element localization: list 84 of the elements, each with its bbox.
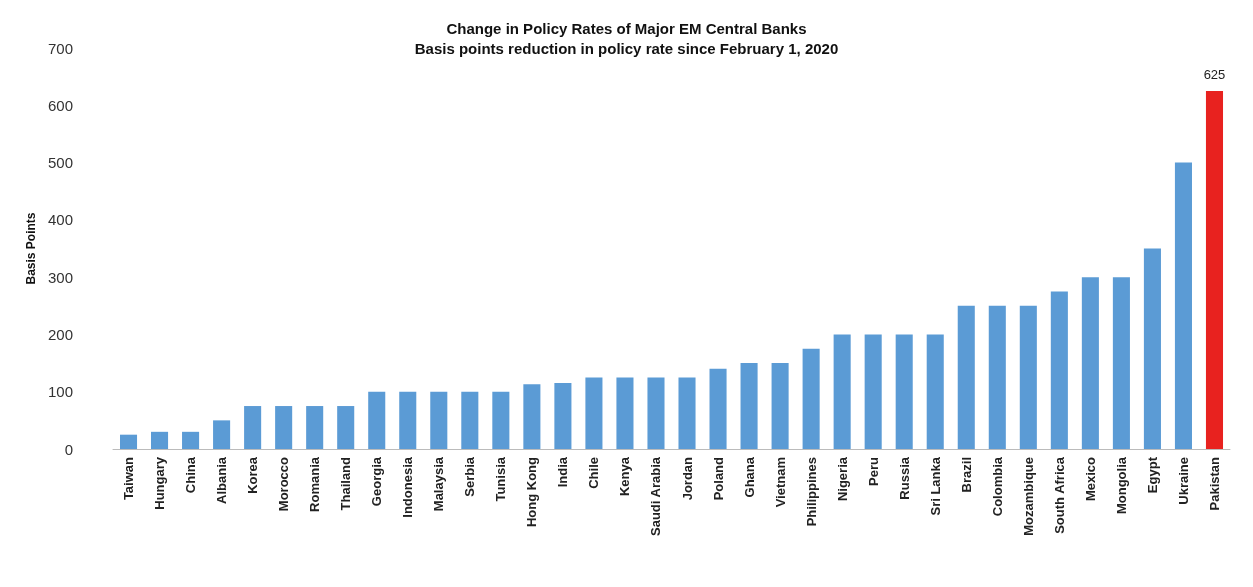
bar [1205,90,1224,449]
bar [523,384,541,449]
y-tick-label: 700 [47,39,73,57]
y-tick-label: 600 [47,96,73,114]
bar [771,363,789,449]
data-label: 625 [1203,66,1226,82]
y-tick-label: 500 [47,154,73,172]
bar [430,391,448,449]
x-tick-label: Morocco [276,456,292,512]
bar [864,334,882,449]
bar [461,391,479,449]
x-tick-label: Mozambique [1020,457,1036,536]
bar [926,334,944,449]
bar [1174,162,1192,449]
x-tick-label: Peru [865,456,881,486]
y-tick-label: 200 [47,325,73,343]
bar [1143,248,1161,449]
x-tick-label: Vietnam [772,457,788,508]
bar [213,420,231,449]
x-tick-label: Kenya [617,456,633,497]
x-tick-label: Tunisia [493,456,509,502]
bar [492,391,510,449]
bar [244,406,262,449]
y-tick-label: 400 [47,211,73,229]
x-tick-label: Saudi Arabia [648,456,664,536]
x-tick-label: Egypt [1144,456,1160,494]
x-tick-label: China [183,456,199,494]
bar [182,431,200,449]
y-tick-label: 0 [64,440,73,458]
bar [1050,291,1068,449]
bar [988,305,1006,449]
x-tick-label: Malaysia [431,456,447,512]
x-tick-label: Ghana [741,456,757,498]
x-tick-label: Serbia [462,456,478,497]
x-tick-label: Nigeria [834,456,850,502]
chart-title: Change in Policy Rates of Major EM Central Banks [446,20,807,37]
x-tick-label: Romania [307,456,323,512]
chart-subtitle: Basis points reduction in policy rate since February 1, 2020 [414,40,839,57]
bar [833,334,851,449]
bar [802,348,820,449]
bar [399,391,417,449]
bar [119,434,138,449]
bar [895,334,913,449]
x-tick-label: Korea [245,456,261,494]
bar [647,377,665,449]
x-tick-label: Mongolia [1113,456,1129,515]
x-tick-label: Sri Lanka [927,456,943,516]
x-tick-label: Hong Kong [524,456,540,528]
x-tick-label: Chile [586,457,602,489]
x-tick-label: Russia [896,456,912,500]
x-tick-label: India [555,456,571,488]
bar [337,406,355,449]
y-tick-label: 100 [47,383,73,401]
x-tick-label: Pakistan [1206,456,1222,511]
bar [957,305,975,449]
x-tick-label: Poland [710,456,726,501]
x-tick-label: Indonesia [400,456,416,518]
x-tick-label: Georgia [369,456,385,507]
bar [740,363,758,449]
bar [368,391,386,449]
y-tick-label: 300 [47,268,73,286]
bar [678,377,696,449]
y-axis-title: Basis Points [24,212,39,285]
bar [151,431,169,449]
bar [306,406,324,449]
bar [709,368,727,449]
bar [275,406,293,449]
bar [1081,277,1099,449]
x-tick-label: Albania [214,456,230,504]
x-tick-label: Mexico [1082,456,1098,502]
bar [1019,305,1037,449]
x-tick-label: South Africa [1051,456,1067,534]
bar [554,383,572,449]
x-tick-label: Taiwan [121,456,137,501]
x-tick-label: Jordan [679,456,695,501]
x-tick-label: Thailand [338,456,354,511]
x-tick-label: Ukraine [1175,457,1191,505]
bar [1112,277,1130,449]
x-tick-label: Hungary [152,456,168,510]
bar [616,377,634,449]
x-tick-label: Colombia [989,456,1005,517]
x-tick-label: Philippines [803,457,819,527]
bar [585,377,603,449]
x-tick-label: Brazil [958,457,974,493]
